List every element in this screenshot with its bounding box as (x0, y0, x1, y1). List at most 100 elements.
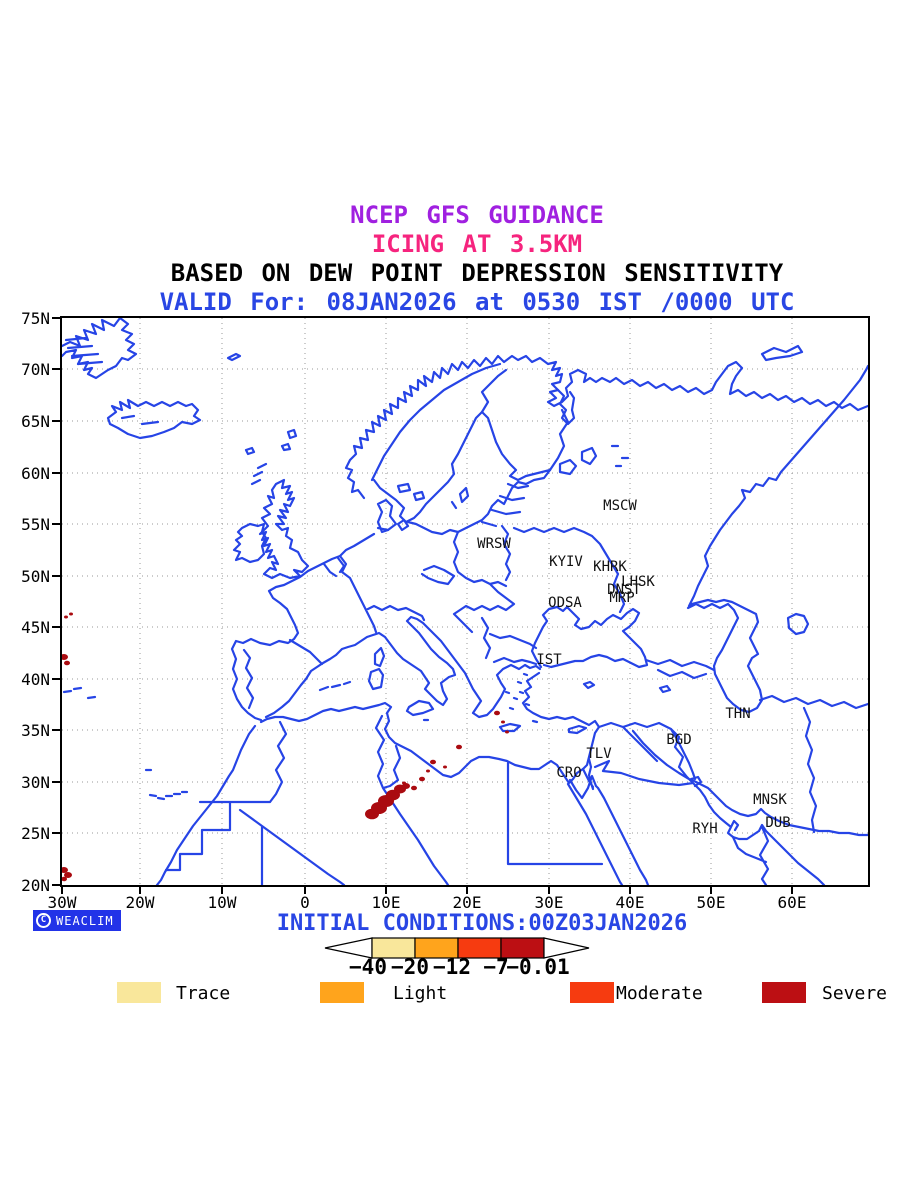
icing-colorbar (324, 937, 590, 959)
colorbar-right-arrow (543, 937, 590, 959)
arabia-gulf-coast (692, 782, 826, 885)
great-britain-coast (258, 478, 310, 580)
weaclim-logo-text: WEACLIM (56, 913, 114, 928)
icing-spot (62, 654, 68, 660)
lat-label: 70N (21, 360, 50, 379)
lon-label: 20W (125, 893, 155, 912)
lat-tick (52, 884, 60, 886)
mideast-borders (581, 658, 868, 885)
station-label-kyiv: KYIV (549, 554, 583, 570)
lat-label: 45N (21, 618, 50, 637)
lat-tick (52, 523, 60, 525)
aral-sea (786, 612, 810, 636)
colorbar-tick: −40 (349, 955, 387, 979)
lon-label: 0 (300, 893, 310, 912)
lon-tick (548, 887, 550, 894)
icing-spot (69, 612, 73, 616)
lon-label: 50E (696, 893, 726, 912)
swedish-lakes (396, 482, 426, 502)
white-sea-inlet (556, 388, 576, 426)
lon-label: 40E (615, 893, 645, 912)
map-plot-area: MSCW WRSW KYIV KHRK LHSK DNST MRP ODSA IST THN BGD… (60, 316, 870, 887)
station-label-tlv: TLV (586, 746, 612, 762)
black-sea-coast (530, 605, 649, 669)
station-label-ryh: RYH (692, 821, 717, 837)
icing-spot (494, 710, 500, 716)
morocco-atlantic-coast (155, 724, 257, 885)
lon-label: 10E (371, 893, 401, 912)
lat-tick (52, 678, 60, 680)
kanin-island-blob (760, 344, 804, 362)
station-label-mscw: MSCW (603, 498, 637, 514)
norway-arctic-coast (344, 354, 868, 500)
station-label-cro: CRO (556, 765, 581, 781)
lat-tick (52, 317, 60, 319)
lat-label: 60N (21, 464, 50, 483)
station-label-khrk: KHRK (593, 559, 627, 575)
lon-label: 60E (777, 893, 807, 912)
title-method: BASED ON DEW POINT DEPRESSION SENSITIVIT… (170, 259, 784, 287)
lon-tick (629, 887, 631, 894)
lon-tick (466, 887, 468, 894)
coastlines-and-borders (62, 318, 868, 885)
station-label-bgd: BGD (666, 732, 691, 748)
icing-spot (64, 872, 72, 878)
legend-swatch-trace (117, 982, 161, 1003)
icing-spot (402, 781, 406, 785)
caspian-sea (686, 598, 764, 714)
station-label-wrsw: WRSW (477, 536, 511, 552)
lat-tick (52, 575, 60, 577)
station-label-ist: IST (536, 652, 562, 668)
lon-tick (139, 887, 141, 894)
atlantic-islands (62, 686, 189, 801)
gotland-oland-islands (450, 486, 470, 510)
colorbar-tick: −0.01 (506, 955, 570, 979)
atlantic-coast (230, 532, 376, 722)
title-valid-time: VALID For: 08JAN2026 at 0530 IST /0000 U… (159, 288, 795, 316)
lon-tick (710, 887, 712, 894)
ireland-coast (232, 522, 268, 564)
lat-lon-gridlines (62, 318, 868, 885)
icing-spot (505, 730, 509, 734)
lat-label: 55N (21, 515, 50, 534)
lat-tick (52, 368, 60, 370)
colorbar-tick: −20 (391, 955, 429, 979)
lat-label: 30N (21, 773, 50, 792)
icing-spot (62, 867, 68, 873)
legend-label-moderate: Moderate (616, 983, 703, 1004)
europe-borders (242, 482, 626, 710)
red-sea-coast (566, 774, 650, 885)
title-model: NCEP GFS GUIDANCE (350, 201, 604, 229)
lat-label: 65N (21, 412, 50, 431)
lat-tick (52, 472, 60, 474)
icing-spot (64, 615, 68, 619)
colorbar-tick-labels: −40 −20 −12 −7 −0.01 (322, 955, 592, 979)
lon-tick (61, 887, 63, 894)
lat-tick (52, 729, 60, 731)
lat-tick (52, 626, 60, 628)
legend-label-light: Light (393, 983, 448, 1004)
icing-legend: Trace Light Moderate Severe (0, 980, 900, 1006)
initial-conditions-label: INITIAL CONDITIONS:00Z03JAN2026 (276, 911, 688, 936)
lat-tick (52, 781, 60, 783)
lon-tick (221, 887, 223, 894)
scandinavia-borders (370, 362, 570, 482)
legend-swatch-moderate (570, 982, 614, 1003)
lon-tick (304, 887, 306, 894)
lon-label: 30E (534, 893, 564, 912)
severe-icing-spots (62, 612, 509, 882)
icing-spot (443, 765, 447, 769)
station-label-mnsk: MNSK (753, 792, 787, 808)
lon-label: 20E (452, 893, 482, 912)
ural-river-line (687, 364, 868, 608)
lon-tick (385, 887, 387, 894)
station-label-odsa: ODSA (548, 595, 582, 611)
station-label-dnst: DNST (607, 582, 641, 598)
lon-label: 10W (207, 893, 237, 912)
lat-label: 50N (21, 567, 50, 586)
icing-spot (426, 769, 430, 773)
lat-label: 75N (21, 309, 50, 328)
iran-coast (690, 778, 868, 837)
